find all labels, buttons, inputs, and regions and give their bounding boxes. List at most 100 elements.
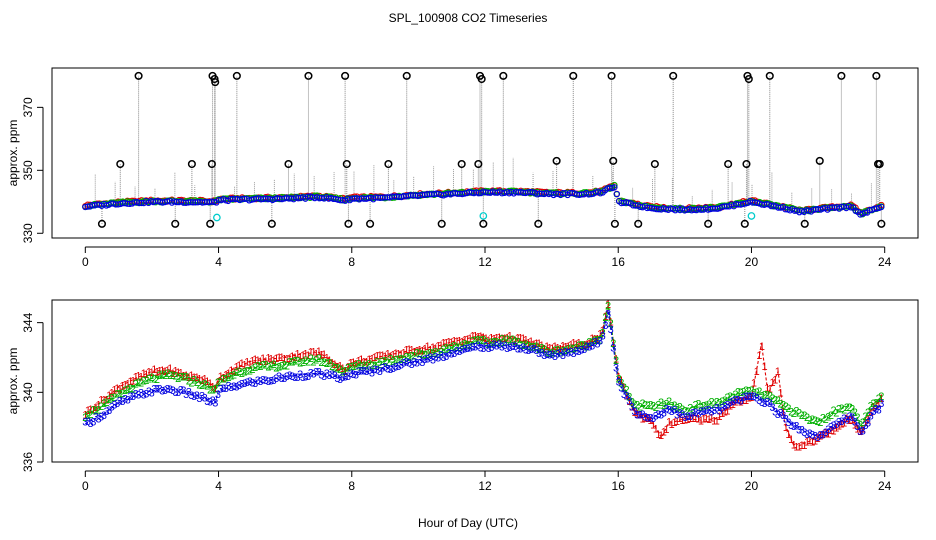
series-marker-2: 2 <box>650 400 656 412</box>
series-marker-3: 3 <box>584 341 590 353</box>
series-marker-1: 1 <box>812 436 818 448</box>
series-marker-3: 3 <box>337 374 343 386</box>
series-marker-2: 2 <box>329 361 335 373</box>
series-marker-3: 3 <box>578 345 584 357</box>
series-marker-3: 3 <box>817 429 823 441</box>
series-marker-3: 3 <box>273 373 279 385</box>
outlier-point <box>384 159 393 169</box>
series-marker-3: 3 <box>377 366 383 378</box>
series-marker-2: 2 <box>268 360 274 372</box>
series-marker-3: 3 <box>125 395 131 407</box>
series-marker-3: 3 <box>499 342 505 354</box>
series-marker-3: 3 <box>878 398 884 410</box>
series-marker-1: 1 <box>454 336 460 348</box>
series-marker-1: 1 <box>838 418 844 430</box>
series-marker-2: 2 <box>82 412 88 424</box>
series-marker-2: 2 <box>443 343 449 355</box>
series-marker-3: 3 <box>353 370 359 382</box>
series-marker-1: 1 <box>555 342 561 354</box>
series-marker-1: 1 <box>480 332 486 344</box>
series-marker-1: 1 <box>849 414 855 426</box>
series-marker-1: 1 <box>356 355 362 367</box>
series-marker-3: 3 <box>841 413 847 425</box>
series-marker-1: 1 <box>565 341 571 353</box>
series-marker-1: 1 <box>379 350 385 362</box>
series-marker-3: 3 <box>106 405 112 417</box>
series-marker-2: 2 <box>348 362 354 374</box>
series-marker-3: 3 <box>247 376 253 388</box>
series-marker-2: 2 <box>170 370 176 382</box>
series-marker-2: 2 <box>560 345 566 357</box>
series-marker-2: 2 <box>838 403 844 415</box>
series-marker-1: 1 <box>738 397 744 409</box>
series-marker-3: 3 <box>833 419 839 431</box>
series-marker-1: 1 <box>117 384 123 396</box>
bottom-panel: approx. ppm 0 4 8 12 16 20 2433634034411111111… <box>6 299 919 493</box>
series-marker-1: 1 <box>594 334 600 346</box>
series-marker-1: 1 <box>133 371 139 383</box>
series-marker-3: 3 <box>218 384 224 396</box>
series-marker-2: 2 <box>191 375 197 387</box>
series-marker-1: 1 <box>210 381 216 393</box>
series-marker-3: 3 <box>780 410 786 422</box>
series-marker-3: 3 <box>204 396 210 408</box>
series-marker-1: 1 <box>679 415 685 427</box>
series-marker-2: 2 <box>127 383 133 395</box>
series-marker-3: 3 <box>249 378 255 390</box>
series-marker-2: 2 <box>233 367 239 379</box>
series-marker-3: 3 <box>868 410 874 422</box>
outlier-point <box>366 219 375 228</box>
series-marker-2: 2 <box>491 336 497 348</box>
y-tick-label: 350 <box>21 160 35 180</box>
series-marker-1: 1 <box>321 349 327 361</box>
series-marker-1: 1 <box>568 339 574 351</box>
series-marker-3: 3 <box>764 396 770 408</box>
series-marker-1: 1 <box>584 339 590 351</box>
series-marker-1: 1 <box>127 376 133 388</box>
series-marker-1: 1 <box>825 429 831 441</box>
series-marker-2: 2 <box>106 394 112 406</box>
series-marker-2: 2 <box>88 409 94 421</box>
series-marker-2: 2 <box>350 361 356 373</box>
series-marker-1: 1 <box>841 418 847 430</box>
series-marker-3: 3 <box>260 375 266 387</box>
x-tick-label: 12 <box>478 255 492 269</box>
series-marker-3: 3 <box>151 384 157 396</box>
series-marker-1: 1 <box>528 336 534 348</box>
series-marker-1: 1 <box>719 408 725 420</box>
series-marker-2: 2 <box>151 374 157 386</box>
series-marker-2: 2 <box>722 395 728 407</box>
series-marker-1: 1 <box>578 341 584 353</box>
series-marker-1: 1 <box>374 351 380 363</box>
series-marker-3: 3 <box>356 366 362 378</box>
series-marker-1: 1 <box>305 350 311 362</box>
series-marker-2: 2 <box>624 384 630 396</box>
series-marker-2: 2 <box>385 357 391 369</box>
series-marker-1: 1 <box>597 329 603 341</box>
series-marker-1: 1 <box>732 396 738 408</box>
series-marker-2: 2 <box>369 360 375 372</box>
series-marker-3: 3 <box>632 406 638 418</box>
series-marker-3: 3 <box>552 351 558 363</box>
series-marker-1: 1 <box>698 416 704 428</box>
series-marker-1: 1 <box>146 366 152 378</box>
series-marker-3: 3 <box>305 371 311 383</box>
reading-point <box>613 190 620 198</box>
series-marker-1: 1 <box>873 400 879 412</box>
series-marker-1: 1 <box>366 354 372 366</box>
series-marker-2: 2 <box>154 374 160 386</box>
series-marker-1: 1 <box>854 423 860 435</box>
series-marker-2: 2 <box>119 388 125 400</box>
series-marker-1: 1 <box>706 414 712 426</box>
series-marker-3: 3 <box>170 385 176 397</box>
series-marker-3: 3 <box>422 354 428 366</box>
series-marker-2: 2 <box>820 413 826 425</box>
series-marker-1: 1 <box>878 393 884 405</box>
series-marker-2: 2 <box>740 387 746 399</box>
series-marker-2: 2 <box>371 360 377 372</box>
series-marker-1: 1 <box>196 374 202 386</box>
series-marker-2: 2 <box>831 405 837 417</box>
series-marker-1: 1 <box>329 358 335 370</box>
series-marker-2: 2 <box>435 348 441 360</box>
